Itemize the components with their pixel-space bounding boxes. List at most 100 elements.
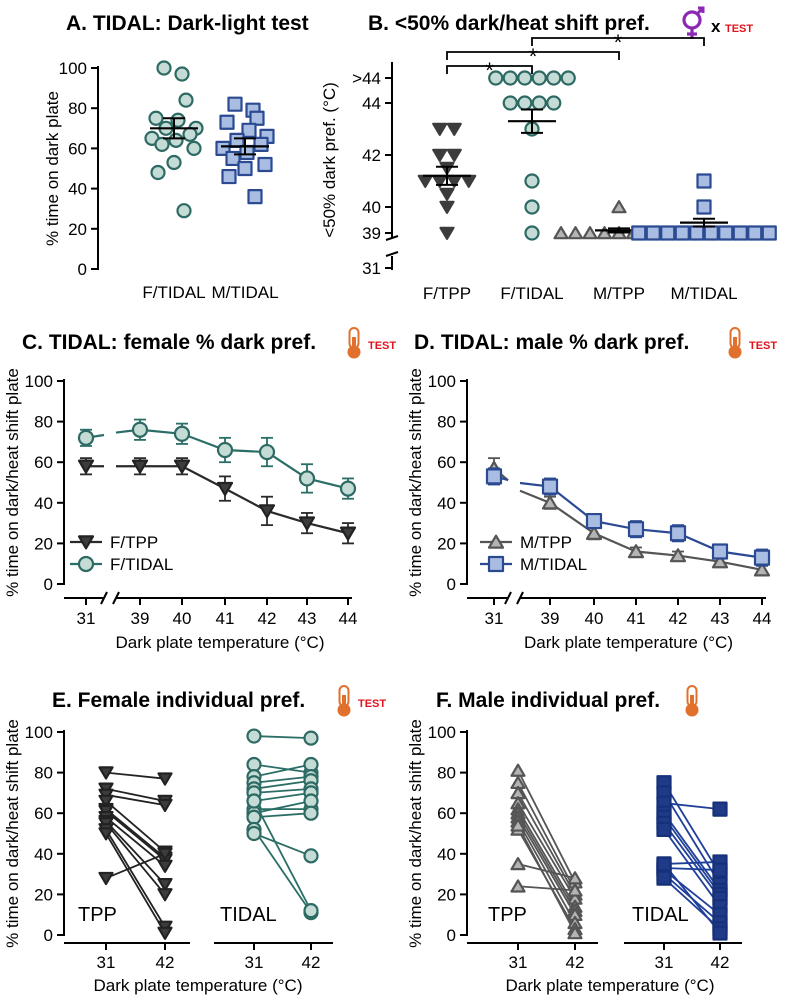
- panel-b-y-tick-label: 44: [362, 94, 381, 113]
- series-point: [131, 459, 149, 474]
- individual-line: [517, 802, 576, 899]
- panel-x-tick-label: 31: [655, 953, 674, 972]
- individual-line: [663, 816, 721, 895]
- panel-b-point: [417, 174, 433, 188]
- panel-y-tick-label: 60: [34, 804, 53, 823]
- group-label: TPP: [488, 904, 527, 926]
- individual-line: [517, 816, 576, 916]
- panel-a-point: [221, 168, 237, 185]
- series-point: [711, 543, 729, 560]
- individual-line: [105, 808, 166, 859]
- panel-y-label: % time on dark/heat shift plate: [3, 719, 22, 948]
- legend-label: M/TPP: [520, 533, 572, 552]
- individual-point: [157, 798, 173, 813]
- panel-a-point: [227, 96, 243, 112]
- panel-b-point: [524, 173, 540, 189]
- panel-y-tick-label: 100: [428, 723, 456, 742]
- panel-a-y-tick-label: 100: [59, 59, 87, 78]
- thermometer-bulb: [728, 345, 742, 359]
- individual-line: [105, 833, 166, 934]
- individual-line: [663, 828, 721, 908]
- panel-y-tick-label: 100: [25, 372, 53, 391]
- panel-a-point: [174, 66, 190, 82]
- panel-x-label: Dark plate temperature (°C): [524, 633, 733, 652]
- panel-b-category-label: F/TPP: [423, 284, 471, 303]
- panel-b-point: [432, 122, 448, 136]
- panel-b-point: [531, 95, 547, 111]
- individual-point: [656, 856, 672, 872]
- series-point: [216, 441, 234, 459]
- individual-point: [98, 827, 114, 841]
- panel-x-tick-label: 42: [711, 953, 730, 972]
- panel-b-point: [703, 225, 719, 241]
- individual-point: [157, 772, 173, 786]
- individual-line: [253, 787, 312, 794]
- panel-c-title: C. TIDAL: female % dark pref.: [22, 331, 316, 354]
- panel-y-label: % time on dark/heat shift plate: [3, 368, 22, 597]
- panel-b-point: [611, 200, 627, 214]
- panel-x-tick-label: 44: [753, 609, 772, 628]
- panel-x-label: Dark plate temperature (°C): [116, 633, 325, 652]
- legend-marker: [487, 534, 505, 549]
- series-point: [585, 525, 603, 540]
- significance-bracket: [446, 51, 620, 60]
- panel-a-point: [176, 203, 192, 219]
- panel-b-point: [660, 225, 676, 241]
- panel-a-point: [168, 132, 184, 148]
- legend-marker: [487, 555, 505, 573]
- individual-line: [517, 808, 576, 908]
- panel-a-y-tick-label: 80: [68, 99, 87, 118]
- significance-bracket: [531, 37, 705, 46]
- significance-star: *: [614, 30, 623, 55]
- panel-d-title: D. TIDAL: male % dark pref.: [414, 331, 689, 354]
- panel-x-tick-label: 41: [627, 609, 646, 628]
- individual-line: [517, 782, 576, 891]
- individual-line: [663, 782, 721, 875]
- individual-line: [253, 763, 312, 774]
- panel-x-tick-label: 40: [585, 609, 604, 628]
- panel-b-axis-break: [385, 235, 399, 241]
- panel-e-test-label: TEST: [358, 698, 386, 710]
- panel-b-point: [524, 199, 540, 215]
- interaction-x-label: x: [711, 17, 721, 36]
- panel-b-point: [631, 225, 647, 241]
- panel-y-tick-label: 80: [437, 413, 456, 432]
- panel-a-y-tick-label: 20: [68, 220, 87, 239]
- individual-line: [253, 800, 312, 912]
- panel-a-point: [253, 136, 269, 152]
- series-point: [585, 512, 603, 530]
- panel-b-axis-break: [385, 251, 399, 257]
- panel-y-tick-label: 40: [34, 845, 53, 864]
- panel-a-point: [148, 110, 164, 126]
- panel-a-point: [239, 144, 255, 161]
- panel-y-tick-label: 20: [34, 534, 53, 553]
- panel-y-tick-label: 20: [437, 534, 456, 553]
- individual-line: [517, 824, 576, 934]
- individual-line: [105, 800, 166, 853]
- individual-point: [157, 877, 173, 892]
- panel-b-point: [645, 225, 661, 241]
- panel-b-y-label: <50% dark pref. (°C): [320, 82, 339, 238]
- panel-b-point: [567, 226, 584, 240]
- panel-c-thermometer-icon: [347, 327, 361, 359]
- panel-x-tick-label: 44: [339, 609, 358, 628]
- panel-b-point: [517, 95, 533, 111]
- panel-x-axis-break: [504, 591, 512, 605]
- individual-line: [253, 792, 312, 802]
- panel-b-point: [582, 226, 598, 240]
- individual-point: [567, 883, 583, 897]
- series-point: [627, 521, 645, 538]
- panel-a-point: [154, 136, 170, 152]
- panel-x-axis-break: [516, 591, 524, 605]
- panel-x-tick-label: 42: [566, 953, 585, 972]
- panel-b-title: B. <50% dark/heat shift pref.: [368, 12, 650, 35]
- panel-b-point: [718, 225, 734, 241]
- series-point: [339, 526, 357, 541]
- individual-point: [510, 818, 526, 832]
- series-point: [131, 421, 149, 438]
- individual-point: [157, 847, 173, 861]
- individual-line: [517, 863, 576, 880]
- panel-b-point: [696, 173, 712, 189]
- group-label: TIDAL: [632, 904, 689, 926]
